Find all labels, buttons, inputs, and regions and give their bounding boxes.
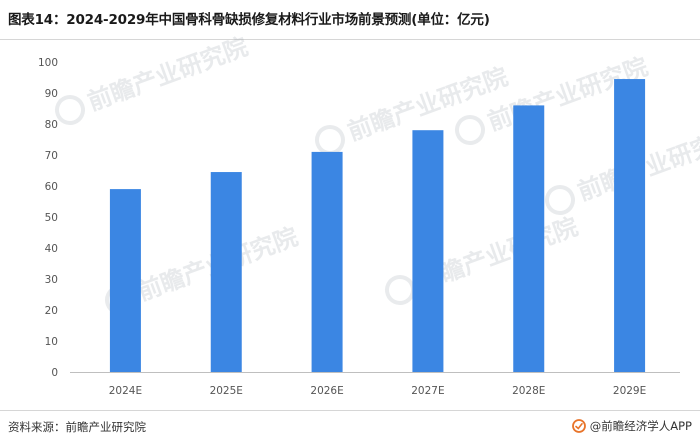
y-tick-label: 50 [45, 212, 58, 224]
watermark-text: 前瞻产业研究院 [84, 33, 251, 117]
x-tick-label: 2025E [210, 385, 243, 397]
y-tick-label: 100 [38, 57, 58, 69]
y-tick-label: 40 [45, 243, 58, 255]
footer-divider [0, 410, 700, 411]
watermark-logo: 前瞻产业研究院 [315, 63, 511, 155]
bar-2029E [614, 79, 646, 373]
watermark-logo: 前瞻产业研究院 [55, 33, 251, 125]
x-axis: 2024E 2025E 2026E 2027E 2028E 2029E [109, 385, 647, 397]
bar-2025E [210, 172, 242, 372]
x-tick-label: 2028E [512, 385, 545, 397]
bar-series [109, 79, 646, 373]
bar-2028E [513, 105, 545, 373]
y-tick-label: 60 [45, 181, 58, 193]
brand-credit-text: @前瞻经济学人APP [589, 419, 692, 433]
x-tick-label: 2027E [411, 385, 444, 397]
y-tick-label: 70 [45, 150, 58, 162]
bar-2024E [109, 189, 141, 372]
source-note: 资料来源：前瞻产业研究院 [8, 420, 146, 434]
y-tick-label: 20 [45, 305, 58, 317]
chart-title: 图表14：2024-2029年中国骨科骨缺损修复材料行业市场前景预测(单位：亿元… [8, 12, 490, 28]
x-tick-label: 2026E [310, 385, 343, 397]
y-tick-label: 0 [51, 367, 58, 379]
y-tick-label: 90 [45, 88, 58, 100]
y-tick-label: 30 [45, 274, 58, 286]
title-divider [0, 39, 700, 40]
watermark-layer: 前瞻产业研究院前瞻产业研究院前瞻产业研究院前瞻产业研究院前瞻产业研究院前瞻产业研… [55, 33, 700, 315]
bar-2027E [412, 130, 444, 372]
bar-2026E [311, 151, 343, 372]
y-tick-label: 80 [45, 119, 58, 131]
y-axis: 0 10 20 30 40 50 60 70 80 90 100 [38, 57, 58, 379]
brand-logo-icon [571, 419, 586, 433]
x-tick-label: 2029E [613, 385, 646, 397]
x-tick-label: 2024E [109, 385, 142, 397]
brand-credit: @前瞻经济学人APP [571, 418, 692, 434]
y-tick-label: 10 [45, 336, 58, 348]
